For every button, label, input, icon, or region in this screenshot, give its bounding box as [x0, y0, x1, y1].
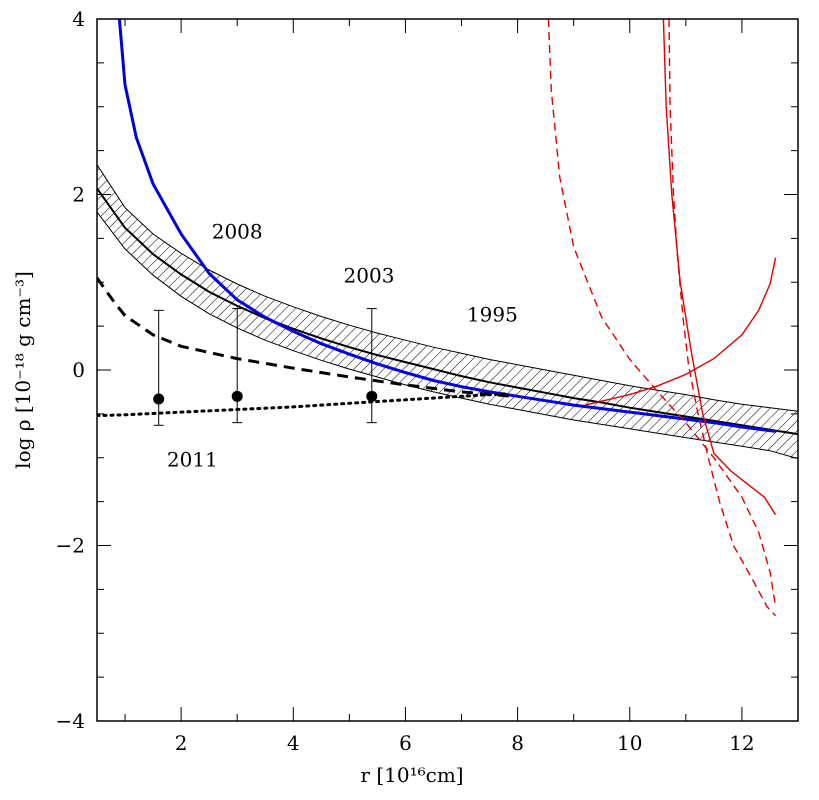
point-marker	[231, 390, 243, 402]
uncertainty-band	[97, 164, 798, 459]
x-tick-label: 8	[511, 731, 524, 755]
year-label-2003: 2003	[344, 263, 395, 287]
year-label-2008: 2008	[212, 219, 263, 243]
data-point-3	[366, 308, 378, 424]
series-line-2	[117, 19, 776, 433]
data-point-1	[153, 309, 165, 426]
x-tick-label: 10	[617, 731, 642, 755]
x-tick-label: 12	[729, 731, 754, 755]
plot-area	[97, 19, 798, 617]
series-line-1	[97, 187, 798, 436]
y-tick-label: −2	[56, 534, 85, 558]
series-line-6	[662, 19, 777, 516]
series-line-4	[97, 392, 508, 418]
year-label-2011: 2011	[167, 448, 218, 472]
series-line-5	[584, 257, 777, 406]
data-points	[153, 308, 378, 426]
y-tick-label: −4	[56, 709, 85, 733]
band-upper-edge	[97, 164, 798, 412]
data-point-2	[231, 308, 243, 424]
axis-ticks	[97, 18, 799, 722]
series-line-7	[547, 19, 777, 608]
annotations: 2008 2003 1995 2011	[167, 219, 518, 471]
point-marker	[366, 390, 378, 402]
point-marker	[153, 393, 165, 405]
series-line-8	[668, 19, 777, 617]
band-lower-edge	[97, 211, 798, 460]
x-tick-label: 6	[399, 731, 412, 755]
y-tick-label: 4	[72, 7, 85, 31]
y-tick-label: 0	[72, 358, 85, 382]
x-axis-title: r [10¹⁶cm]	[360, 763, 463, 787]
tick-labels: 2 4 6 8 10 12 −4 −2 0 2 4	[56, 7, 755, 755]
year-label-1995: 1995	[467, 303, 518, 327]
y-axis-title: log ρ [10⁻¹⁸ g cm⁻³]	[11, 271, 35, 469]
x-tick-label: 2	[175, 731, 188, 755]
x-tick-label: 4	[287, 731, 300, 755]
y-tick-label: 2	[72, 183, 85, 207]
